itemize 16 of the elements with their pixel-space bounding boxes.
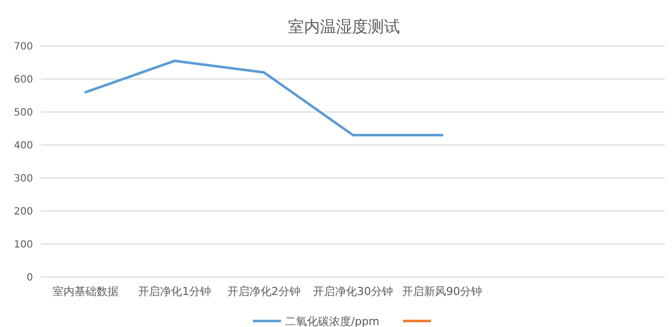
y-tick-label: 100: [14, 240, 33, 250]
y-tick-label: 600: [14, 74, 33, 86]
legend-label: 二氧化碳浓度/ppm: [285, 314, 380, 327]
y-tick-label: 300: [14, 174, 33, 184]
y-tick-label: 700: [14, 42, 33, 52]
line-series: [84, 60, 444, 136]
x-tick-label: 室内基础数据: [52, 285, 119, 298]
x-tick-label: 开启新风90分钟: [402, 285, 482, 298]
y-tick-label: 500: [14, 108, 33, 118]
chart-title: 室内温湿度测试: [288, 17, 400, 36]
y-tick-label: 400: [14, 140, 33, 152]
y-tick-label: 0: [26, 272, 33, 284]
x-tick-label: 开启净化30分钟: [313, 285, 393, 298]
x-tick-label: 开启净化1分钟: [138, 285, 212, 298]
x-tick-label: 开启净化2分钟: [227, 285, 300, 298]
y-tick-label: 200: [14, 206, 33, 218]
